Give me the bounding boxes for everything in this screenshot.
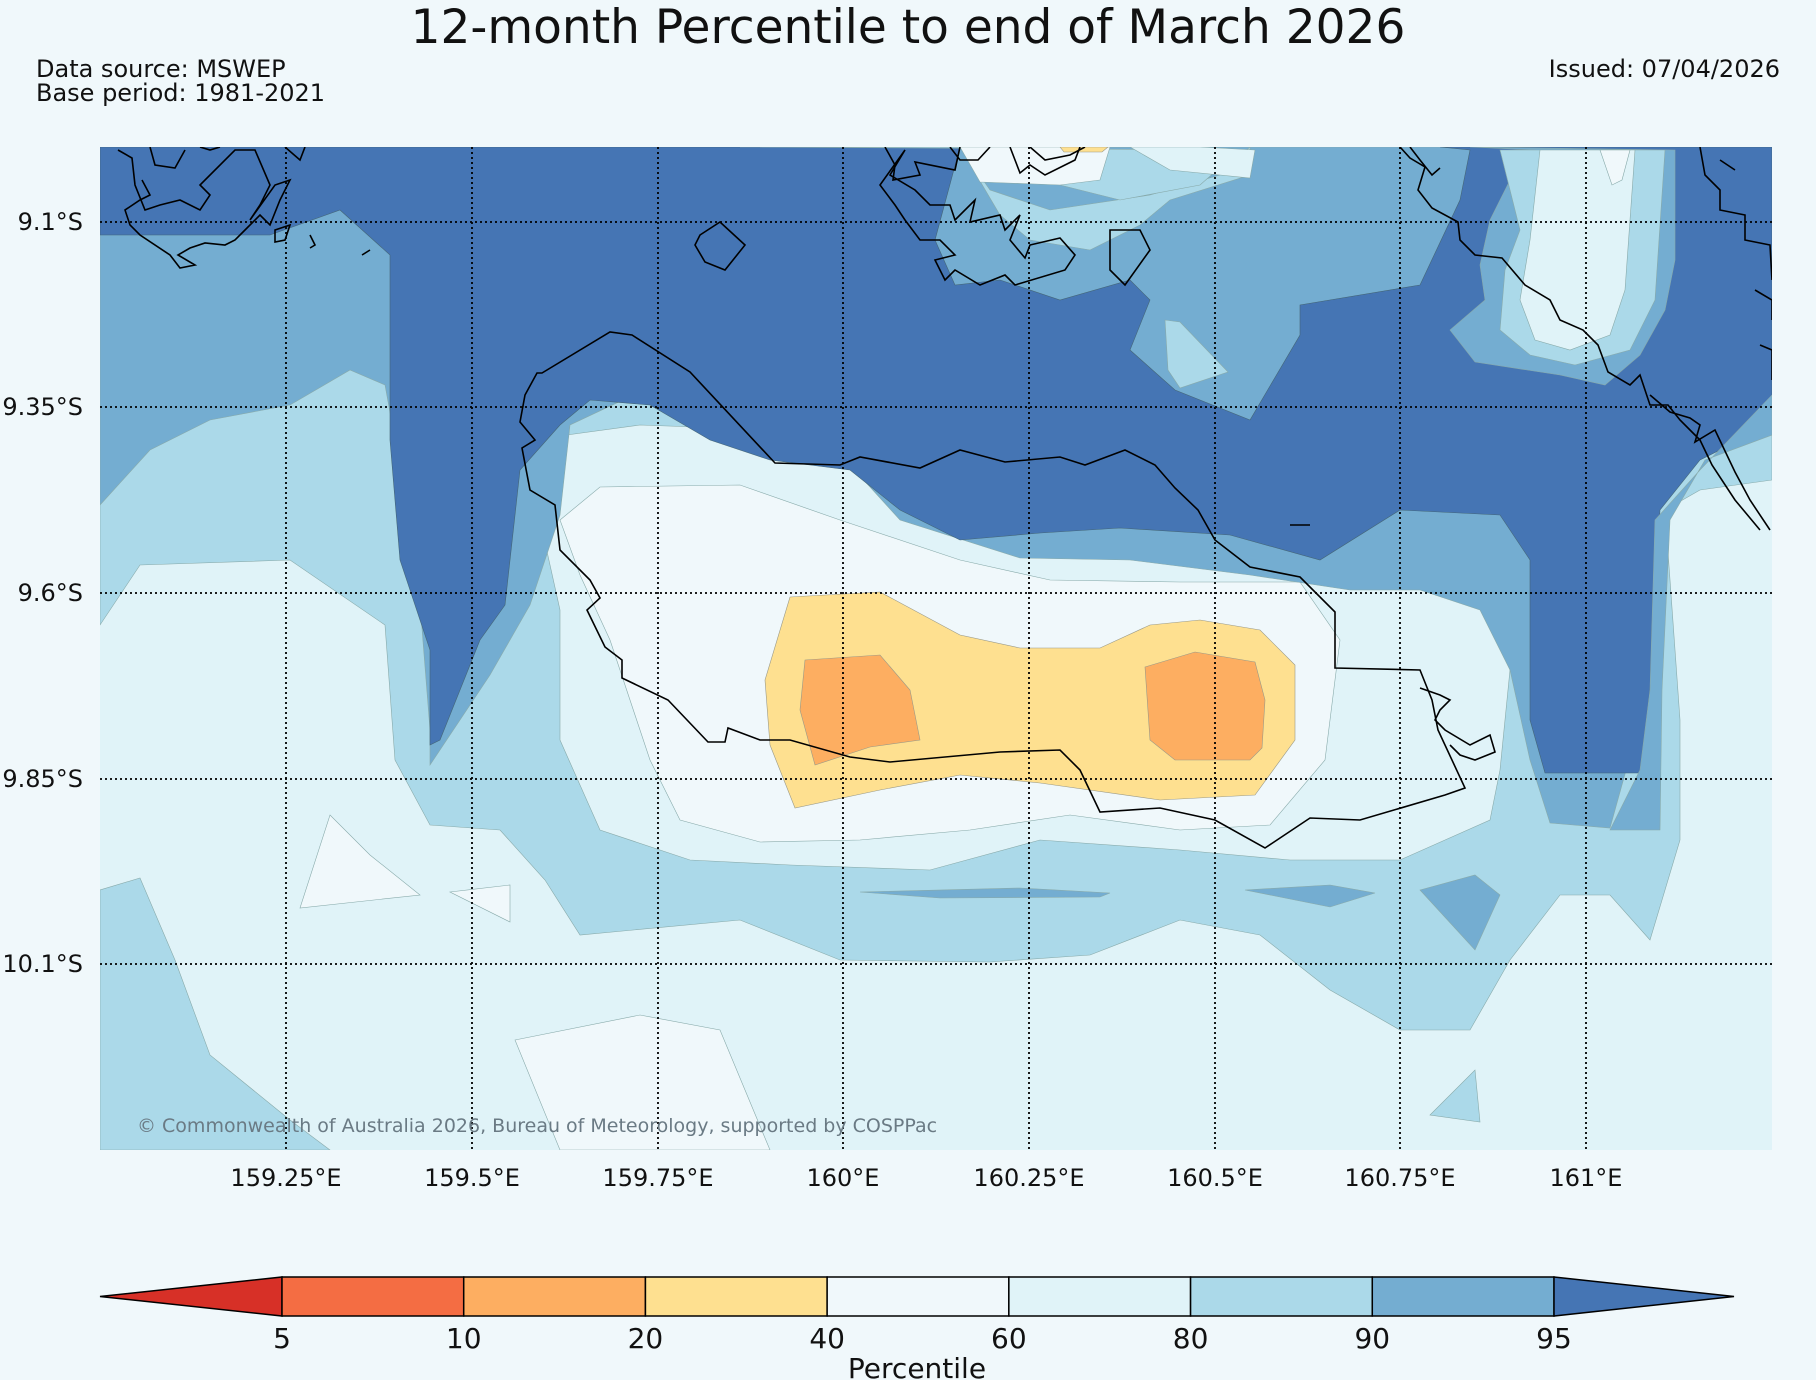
colorbar-tick-80: 80	[1173, 1322, 1209, 1355]
colorbar-bin-90-95	[1371, 1276, 1555, 1317]
contour-20-40-north-edge	[1059, 147, 1109, 153]
colorbar-bin-5-10	[281, 1276, 465, 1317]
colorbar-bin-above-95	[1553, 1276, 1735, 1317]
copyright-notice: © Commonwealth of Australia 2026, Bureau…	[137, 1115, 937, 1137]
base-period-label: Base period: 1981-2021	[36, 79, 326, 107]
lon-label-159.25: 159.25°E	[230, 1164, 341, 1192]
colorbar-tick-95: 95	[1536, 1322, 1572, 1355]
lon-label-160.75: 160.75°E	[1344, 1164, 1455, 1192]
lat-labels: 9.1°S 9.35°S 9.6°S 9.85°S 10.1°S	[2, 208, 83, 978]
malaita-north-fragments	[1409, 147, 1736, 177]
florida-islands-coastline-c	[1109, 229, 1151, 287]
colorbar-tick-10: 10	[446, 1322, 482, 1355]
lon-label-160.5: 160.5°E	[1167, 1164, 1263, 1192]
graticule	[100, 147, 1772, 1150]
contour-90-95-southeast-wedge	[1419, 874, 1501, 951]
contour-40-60-north-center	[959, 147, 1111, 186]
lon-label-159.75: 159.75°E	[602, 1164, 713, 1192]
map-title: 12-month Percentile to end of March 2026	[410, 0, 1406, 55]
colorbar-tick-40: 40	[809, 1322, 845, 1355]
lat-label-9.1: 9.1°S	[18, 208, 83, 236]
colorbar-bin-80-90	[1189, 1276, 1374, 1317]
map-area	[100, 147, 1772, 1150]
colorbar-bin-below-5	[99, 1276, 283, 1317]
colorbar-bin-10-20	[462, 1276, 647, 1317]
contour-40-60-northeast-sliver	[1599, 149, 1631, 186]
contour-80-90-southwest	[100, 877, 331, 1150]
data-source-label: Data source: MSWEP	[36, 55, 286, 83]
florida-islands-coastline-b	[879, 149, 1077, 286]
lon-labels: 159.25°E 159.5°E 159.75°E 160°E 160.25°E…	[230, 1164, 1622, 1192]
colorbar-bin-60-80	[1008, 1276, 1192, 1317]
contour-40-60-west-patch	[299, 814, 421, 909]
lon-label-159.5: 159.5°E	[424, 1164, 520, 1192]
lon-label-161: 161°E	[1550, 1164, 1623, 1192]
contour-10-20-west	[799, 654, 921, 766]
lat-label-9.35: 9.35°S	[2, 393, 83, 421]
lat-label-10.1: 10.1°S	[2, 950, 83, 978]
florida-islands-coastline-a	[884, 147, 1086, 181]
colorbar-bin-40-60	[826, 1276, 1010, 1317]
issued-date-label: Issued: 07/04/2026	[1548, 55, 1780, 83]
guadalcanal-coastline	[519, 331, 1467, 849]
lat-label-9.6: 9.6°S	[18, 579, 83, 607]
contour-80-90-southeast-patch	[1429, 1069, 1481, 1123]
east-cape-coastline	[1419, 687, 1496, 761]
contour-80-90-island-pocket	[1164, 319, 1229, 389]
contour-10-20-east	[1144, 651, 1266, 761]
contour-60-80-north-center	[940, 147, 1256, 179]
small-islets-coastline	[274, 220, 747, 271]
lon-label-160: 160°E	[807, 1164, 880, 1192]
colorbar-bins	[99, 1276, 1735, 1317]
coastline	[117, 147, 1772, 849]
colorbar-tick-60: 60	[991, 1322, 1027, 1355]
contour-20-40	[764, 591, 1296, 809]
colorbar-bin-20-40	[644, 1276, 828, 1317]
contour-90-95-south-lens	[1244, 884, 1376, 908]
contour-90-95-east-strip	[1609, 394, 1772, 831]
colorbar-ticks: 5 10 20 40 60 80 90 95	[273, 1322, 1572, 1355]
colorbar-tick-5: 5	[273, 1322, 291, 1355]
colorbar-label: Percentile	[848, 1352, 986, 1380]
lat-label-9.85: 9.85°S	[2, 765, 83, 793]
malaita-coastline	[1399, 147, 1761, 531]
russell-islands-coastline	[117, 147, 306, 269]
contour-90-95-south-strip	[859, 887, 1111, 899]
contour-40-60-south	[514, 1014, 771, 1150]
colorbar-tick-90: 90	[1354, 1322, 1390, 1355]
malaita-coastline-south	[1649, 394, 1771, 531]
lon-label-160.25: 160.25°E	[973, 1164, 1084, 1192]
contour-40-60-west-sliver	[448, 884, 511, 923]
colorbar-tick-20: 20	[628, 1322, 664, 1355]
malaita-east-coastline	[1699, 147, 1772, 380]
